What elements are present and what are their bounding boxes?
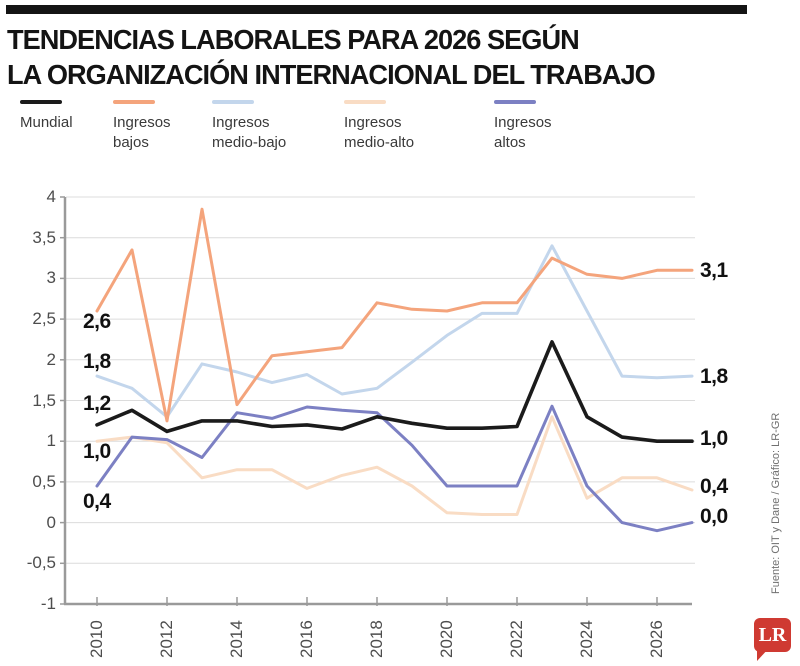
annotation-left: 1,0 bbox=[83, 440, 111, 463]
legend-swatch bbox=[212, 100, 254, 104]
annotation-right: 0,4 bbox=[700, 475, 728, 498]
legend-label: Ingresos medio-bajo bbox=[212, 114, 287, 151]
legend-item-ingresos-medio-alto: Ingresos medio-alto bbox=[344, 100, 414, 153]
legend-item-ingresos-medio-bajo: Ingresos medio-bajo bbox=[212, 100, 286, 153]
y-tick-label: 2,5 bbox=[32, 309, 56, 329]
series-line-ingresos-altos bbox=[95, 404, 694, 533]
annotation-left: 0,4 bbox=[83, 490, 111, 513]
y-tick-label: 3 bbox=[46, 268, 56, 288]
y-tick-label: 4 bbox=[46, 187, 56, 206]
annotation-left: 1,2 bbox=[83, 392, 111, 415]
title-bar bbox=[6, 5, 747, 14]
source-credit: Fuente: OIT y Dane / Gráfico: LR-GR bbox=[770, 412, 782, 594]
legend-item-mundial: Mundial bbox=[20, 100, 73, 133]
lr-logo: LR bbox=[754, 618, 791, 652]
legend-swatch bbox=[344, 100, 386, 104]
y-tick-label: -1 bbox=[40, 594, 56, 613]
chart-title-line1: TENDENCIAS LABORALES PARA 2026 SEGÚN bbox=[7, 24, 580, 55]
y-tick-label: 1,5 bbox=[32, 390, 56, 410]
legend-label: Mundial bbox=[20, 114, 73, 131]
x-tick-label: 2018 bbox=[367, 620, 386, 658]
chart-title-line2: LA ORGANIZACIÓN INTERNACIONAL DEL TRABAJ… bbox=[7, 59, 656, 90]
x-tick-label: 2026 bbox=[647, 620, 666, 658]
legend-item-ingresos-altos: Ingresos altos bbox=[494, 100, 552, 153]
x-tick-label: 2022 bbox=[507, 620, 526, 658]
chart-title: TENDENCIAS LABORALES PARA 2026 SEGÚN LA … bbox=[7, 22, 725, 92]
annotation-right: 1,8 bbox=[700, 365, 728, 388]
annotation-left: 2,6 bbox=[83, 310, 111, 333]
series-line-ingresos-medio-bajo bbox=[95, 244, 694, 419]
y-tick-label: 0 bbox=[46, 512, 56, 532]
legend-label: Ingresos medio-alto bbox=[344, 114, 415, 151]
legend-label: Ingresos bajos bbox=[113, 114, 171, 151]
lr-logo-text: LR bbox=[758, 623, 787, 646]
legend-swatch bbox=[113, 100, 155, 104]
y-tick-label: 2 bbox=[46, 349, 56, 369]
x-tick-label: 2024 bbox=[577, 620, 596, 658]
annotation-right: 3,1 bbox=[700, 259, 728, 282]
y-tick-label: 3,5 bbox=[32, 227, 56, 247]
annotation-right: 0,0 bbox=[700, 505, 728, 528]
y-tick-label: -0,5 bbox=[26, 553, 56, 573]
x-tick-label: 2014 bbox=[227, 620, 246, 658]
annotation-left: 1,8 bbox=[83, 350, 111, 373]
series-line-mundial bbox=[95, 340, 694, 444]
annotation-right: 1,0 bbox=[700, 427, 728, 450]
x-tick-label: 2012 bbox=[157, 620, 176, 658]
legend-swatch bbox=[494, 100, 536, 104]
x-tick-label: 2020 bbox=[437, 620, 456, 658]
series-line-ingresos-medio-alto bbox=[95, 415, 694, 516]
x-tick-label: 2010 bbox=[87, 620, 106, 658]
legend: Mundial Ingresos bajos Ingresos medio-bajo… bbox=[0, 100, 800, 170]
series-line-ingresos-bajos bbox=[95, 207, 694, 423]
legend-item-ingresos-bajos: Ingresos bajos bbox=[113, 100, 171, 153]
legend-label: Ingresos altos bbox=[494, 114, 552, 151]
y-tick-label: 0,5 bbox=[32, 471, 56, 491]
y-tick-label: 1 bbox=[46, 431, 56, 451]
x-tick-label: 2016 bbox=[297, 620, 316, 658]
legend-swatch bbox=[20, 100, 62, 104]
